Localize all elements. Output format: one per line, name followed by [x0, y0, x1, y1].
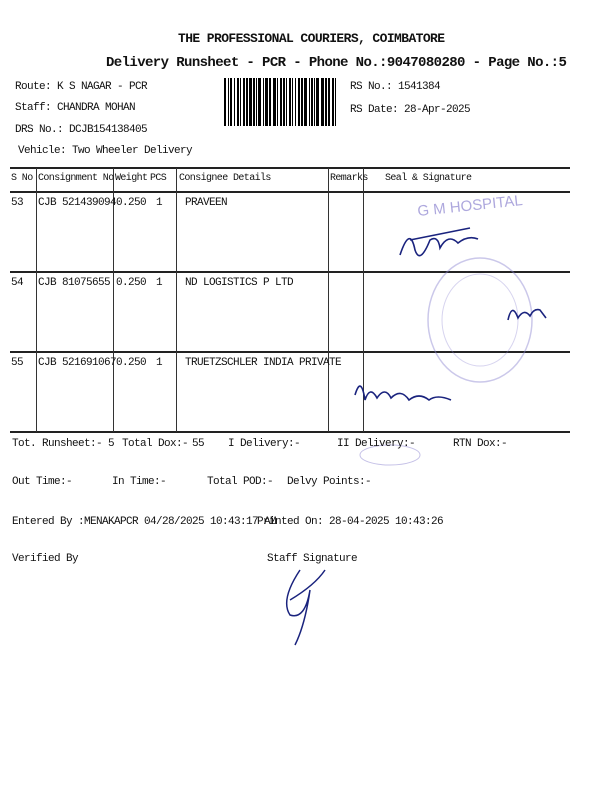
barcode-bar: [292, 78, 293, 126]
ii-delivery: II Delivery:-: [337, 438, 416, 450]
header-divider: [10, 191, 570, 193]
row-divider: [10, 351, 570, 353]
barcode-bar: [280, 78, 282, 126]
delvy-points: Delvy Points:-: [287, 476, 372, 488]
cell-consignee: ND LOGISTICS P LTD: [185, 277, 294, 289]
barcode-bar: [224, 78, 226, 126]
barcode-bar: [325, 78, 327, 126]
barcode-bar: [332, 78, 334, 126]
cell-sno: 55: [11, 357, 24, 369]
cell-pcs: 1: [156, 357, 163, 369]
barcode-bar: [335, 78, 336, 126]
barcode-bar: [230, 78, 232, 126]
total-dox-value: 55: [192, 438, 205, 450]
cell-consignment: CJB 521691067: [38, 357, 117, 369]
cell-weight: 0.250: [116, 197, 147, 209]
entered-by: Entered By :MENAKAPCR 04/28/2025 10:43:1…: [12, 516, 277, 528]
barcode-bar: [277, 78, 278, 126]
column-divider: [36, 168, 37, 432]
barcode-bar: [301, 78, 303, 126]
col-header-remarks: Remarks: [330, 173, 368, 184]
barcode-bar: [228, 78, 229, 126]
column-divider: [176, 168, 177, 432]
column-divider: [328, 168, 329, 432]
col-header-pcs: PCS: [150, 173, 167, 184]
barcode-bar: [243, 78, 245, 126]
barcode-bar: [246, 78, 248, 126]
barcode-bar: [263, 78, 264, 126]
rtn-dox: RTN Dox:-: [453, 438, 508, 450]
barcode-bar: [253, 78, 255, 126]
cell-consignee: PRAVEEN: [185, 197, 228, 209]
barcode-bar: [311, 78, 313, 126]
cell-sno: 53: [11, 197, 24, 209]
in-time: In Time:-: [112, 476, 167, 488]
verified-by: Verified By: [12, 553, 79, 565]
barcode-bar: [309, 78, 310, 126]
cell-pcs: 1: [156, 197, 163, 209]
barcode-bar: [256, 78, 257, 126]
cell-weight: 0.250: [116, 357, 147, 369]
out-time: Out Time:-: [12, 476, 73, 488]
cell-pcs: 1: [156, 277, 163, 289]
cell-consignee: TRUETZSCHLER INDIA PRIVATE: [185, 357, 342, 369]
barcode-bar: [265, 78, 268, 126]
barcode-bar: [289, 78, 291, 126]
cell-consignment: CJB 521439094: [38, 197, 117, 209]
barcode: [224, 78, 338, 126]
signature-row-54: [507, 308, 547, 321]
printed-on: Printed On: 28-04-2025 10:43:26: [257, 516, 444, 528]
cell-weight: 0.250: [116, 277, 147, 289]
runsheet-subtitle: Delivery Runsheet - PCR - Phone No.:9047…: [106, 55, 567, 71]
col-header-consignment: Consignment No: [38, 173, 114, 184]
signature-row-55: [354, 385, 452, 402]
staff-signature-mark: [285, 569, 326, 646]
barcode-bar: [295, 78, 296, 126]
staff-signature-label: Staff Signature: [267, 553, 358, 565]
barcode-bar: [249, 78, 252, 126]
staff: Staff: CHANDRA MOHAN: [15, 102, 136, 114]
hospital-stamp: G M HOSPITAL: [417, 192, 524, 220]
barcode-bar: [258, 78, 261, 126]
table-bottom-border: [10, 431, 570, 433]
barcode-bar: [234, 78, 235, 126]
barcode-bar: [304, 78, 307, 126]
drs-number: DRS No.: DCJB154138405: [15, 124, 148, 136]
column-divider: [113, 168, 114, 432]
barcode-bar: [283, 78, 285, 126]
vehicle: Vehicle: Two Wheeler Delivery: [18, 145, 193, 157]
col-header-consignee: Consignee Details: [179, 173, 271, 184]
tot-runsheet: Tot. Runsheet:- 5: [12, 438, 115, 450]
col-header-seal: Seal & Signature: [385, 173, 472, 184]
barcode-bar: [316, 78, 319, 126]
rs-number: RS No.: 1541384: [350, 81, 441, 93]
cell-sno: 54: [11, 277, 24, 289]
barcode-bar: [273, 78, 276, 126]
signature-row-53: [399, 227, 479, 257]
row-divider: [10, 271, 570, 273]
barcode-bar: [321, 78, 324, 126]
company-title: THE PROFESSIONAL COURIERS, COIMBATORE: [178, 31, 445, 46]
total-pod: Total POD:-: [207, 476, 274, 488]
rs-date: RS Date: 28-Apr-2025: [350, 104, 471, 116]
col-header-weight: Weight: [115, 173, 148, 184]
barcode-bar: [314, 78, 315, 126]
barcode-bar: [298, 78, 300, 126]
total-dox: Total Dox:-: [122, 438, 189, 450]
barcode-bar: [240, 78, 241, 126]
seal-stamp-icon: [427, 257, 533, 383]
barcode-bar: [269, 78, 271, 126]
route: Route: K S NAGAR - PCR: [15, 81, 148, 93]
barcode-bar: [286, 78, 287, 126]
cell-consignment: CJB 81075655: [38, 277, 111, 289]
barcode-bar: [237, 78, 239, 126]
column-divider: [363, 168, 364, 432]
barcode-bar: [328, 78, 330, 126]
i-delivery: I Delivery:-: [228, 438, 301, 450]
col-header-sno: S No: [11, 173, 33, 184]
table-top-border: [10, 167, 570, 169]
